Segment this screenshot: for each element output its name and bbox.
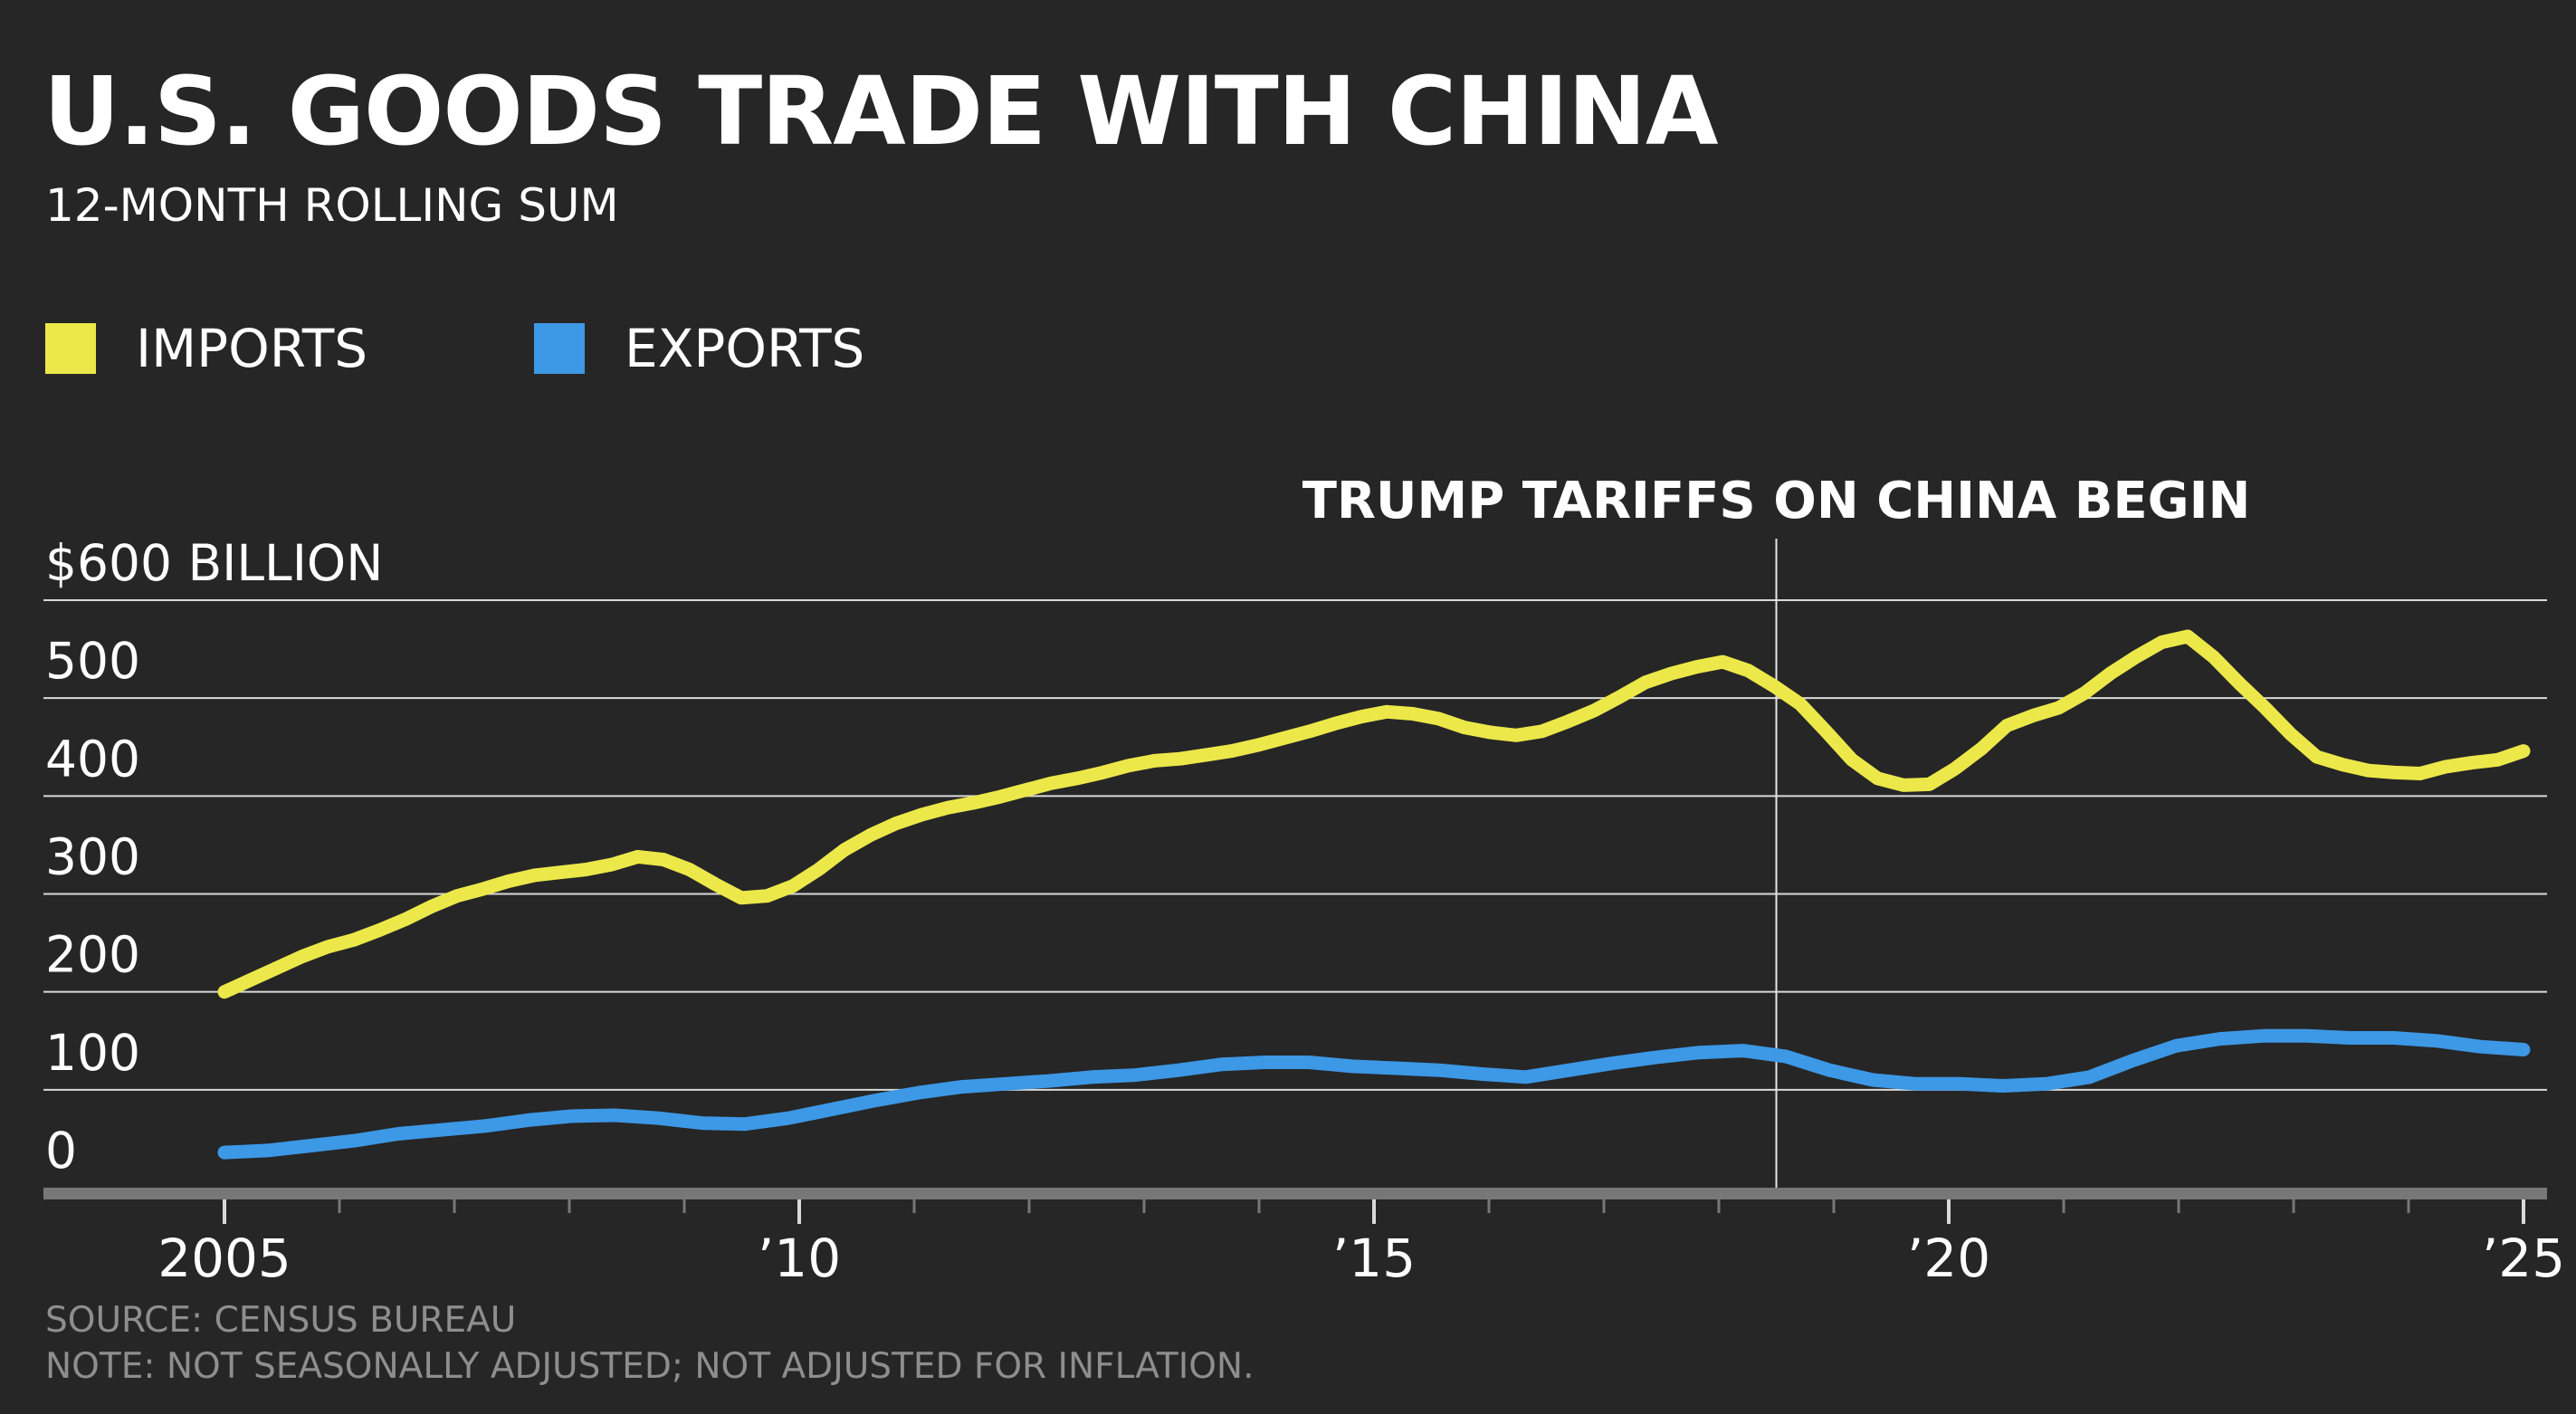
x-tick-label-2025: ’25 [2482, 1228, 2565, 1289]
y-tick-label-500: 500 [45, 632, 140, 690]
method-note: NOTE: NOT SEASONALLY ADJUSTED; NOT ADJUS… [45, 1346, 1255, 1387]
legend-swatch-imports [45, 323, 96, 374]
series-line-exports [217, 1028, 2531, 1160]
chart-subtitle: 12-MONTH ROLLING SUM [45, 179, 619, 232]
x-tick-label-2010: ’10 [758, 1228, 841, 1289]
source-note: SOURCE: CENSUS BUREAU [45, 1300, 517, 1341]
y-tick-label-0: 0 [45, 1122, 77, 1180]
x-tick-label-2015: ’15 [1332, 1228, 1416, 1289]
legend-label-exports: EXPORTS [625, 318, 865, 379]
y-tick-label-600: $600 BILLION [45, 534, 383, 592]
series-line-imports [217, 629, 2531, 999]
y-tick-label-200: 200 [45, 926, 140, 984]
legend-swatch-exports [534, 323, 585, 374]
x-tick-label-2005: 2005 [157, 1228, 291, 1289]
legend-item-imports: IMPORTS [45, 317, 367, 380]
legend-item-exports: EXPORTS [534, 317, 864, 380]
tariff-annotation-label: TRUMP TARIFFS ON CHINA BEGIN [1302, 472, 2251, 530]
y-tick-label-400: 400 [45, 730, 140, 788]
y-tick-label-300: 300 [45, 828, 140, 886]
x-tick-label-2020: ’20 [1907, 1228, 1990, 1289]
x-axis-baseline [43, 1188, 2547, 1199]
legend-label-imports: IMPORTS [136, 318, 368, 379]
y-tick-label-100: 100 [45, 1024, 140, 1082]
chart-title: U.S. GOODS TRADE WITH CHINA [43, 56, 1718, 167]
